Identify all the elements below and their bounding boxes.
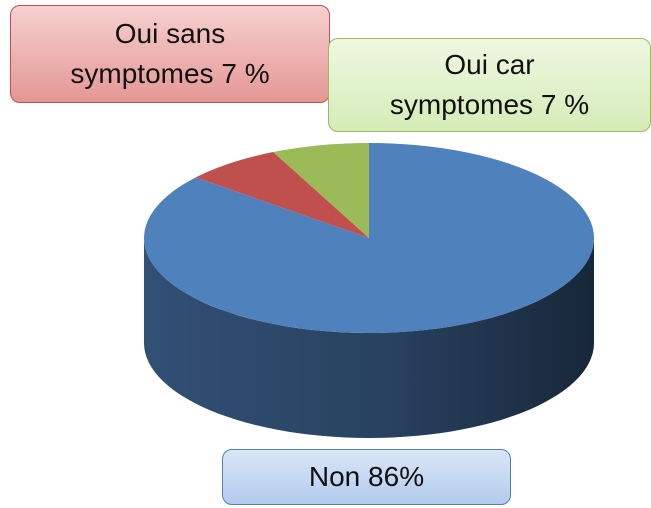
value-label: 86% bbox=[368, 461, 425, 492]
value-label: 7 % bbox=[540, 89, 590, 120]
slice bbox=[143, 143, 594, 333]
category-label: Oui car symptomes bbox=[389, 49, 535, 120]
value-label: 7 % bbox=[221, 58, 270, 89]
slice bbox=[273, 143, 369, 238]
category-label: Non bbox=[308, 461, 361, 492]
data-label-box: Oui car symptomes 7 % bbox=[328, 38, 651, 132]
data-label: Oui sans symptomes 7 % bbox=[53, 14, 288, 94]
slice bbox=[195, 152, 369, 238]
slice-side bbox=[144, 238, 594, 438]
data-label: Oui car symptomes 7 % bbox=[372, 45, 607, 125]
data-label-box: Oui sans symptomes 7 % bbox=[10, 5, 330, 103]
data-label: Non 86% bbox=[249, 457, 484, 497]
category-label: Oui sans symptomes bbox=[70, 18, 226, 89]
data-label-box: Non 86% bbox=[222, 449, 511, 505]
